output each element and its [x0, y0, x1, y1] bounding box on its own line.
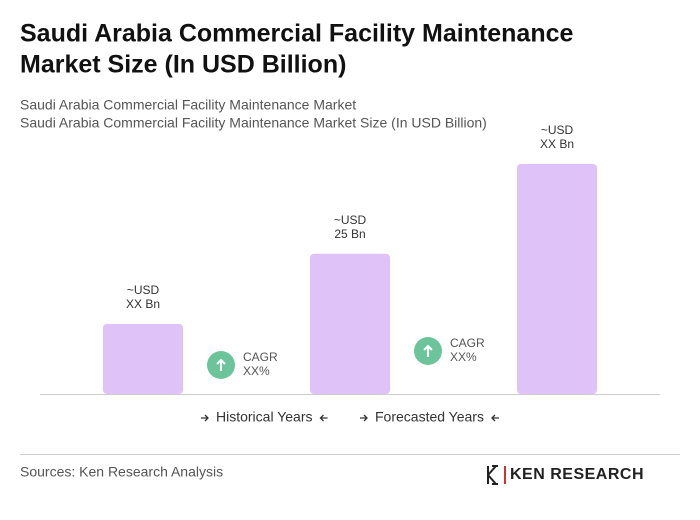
bar — [517, 164, 597, 394]
bar — [310, 253, 390, 394]
value-label: XX Bn — [126, 297, 160, 311]
source: Sources: Ken Research Analysis — [20, 464, 223, 480]
chart-title: Saudi Arabia Commercial Facility Mainten… — [20, 20, 574, 48]
subtitle: Saudi Arabia Commercial Facility Mainten… — [20, 115, 487, 131]
period-label: Forecasted Years — [375, 409, 484, 425]
logo: KEN RESEARCH — [510, 466, 644, 483]
cagr-label: XX% — [243, 364, 270, 378]
arrow-right — [201, 414, 209, 422]
cagr-label: XX% — [450, 350, 477, 364]
cagr-label: CAGR — [243, 350, 278, 364]
arrow-right — [360, 414, 368, 422]
value-label: 25 Bn — [334, 227, 365, 241]
value-label: ~USD — [334, 213, 367, 227]
cagr-arrow — [423, 344, 433, 357]
value-label: ~USD — [541, 123, 574, 137]
period-label: Historical Years — [216, 409, 313, 425]
cagr-label: CAGR — [450, 336, 485, 350]
chart-title: Market Size (In USD Billion) — [20, 51, 346, 79]
cagr-arrow — [216, 358, 226, 371]
value-label: ~USD — [127, 283, 160, 297]
bar — [103, 323, 183, 394]
subtitle: Saudi Arabia Commercial Facility Mainten… — [20, 97, 356, 113]
logo-mark — [487, 465, 506, 485]
arrow-left — [319, 414, 328, 422]
value-label: XX Bn — [540, 137, 574, 151]
arrow-left — [491, 414, 499, 422]
